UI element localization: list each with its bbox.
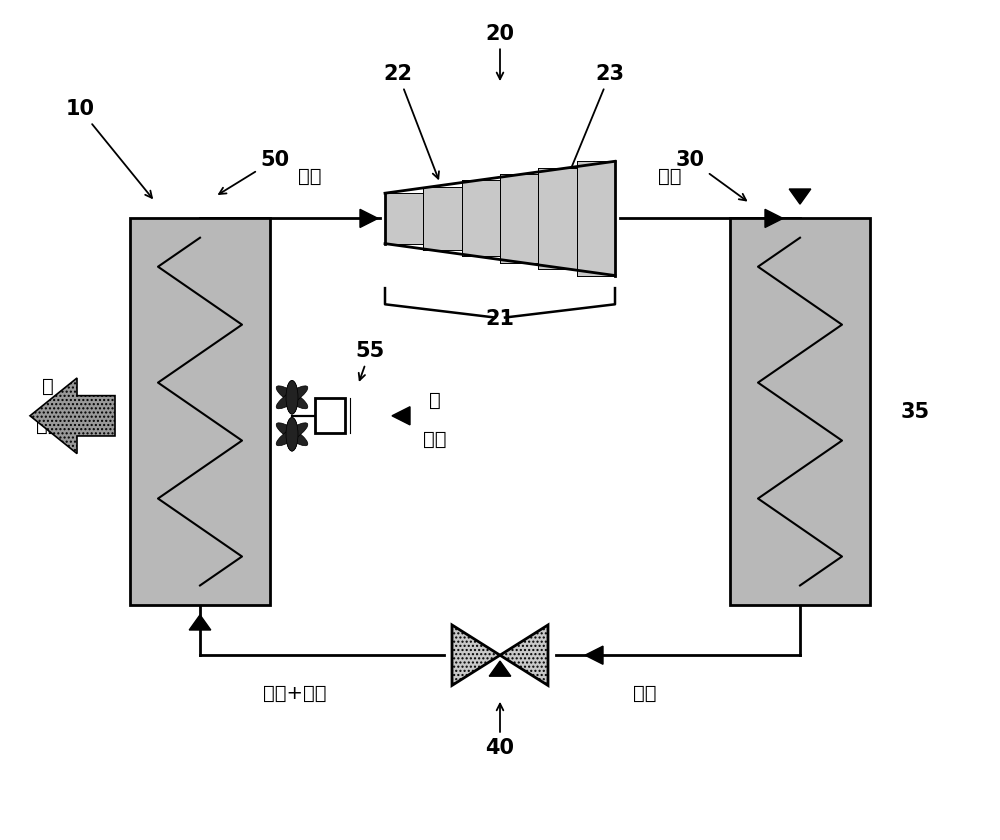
- Text: 40: 40: [486, 704, 514, 758]
- Bar: [577, 161, 615, 276]
- Polygon shape: [789, 189, 811, 204]
- Text: 空气: 空气: [423, 430, 447, 449]
- Ellipse shape: [286, 381, 298, 414]
- Text: 蔽气: 蔽气: [298, 167, 322, 186]
- Bar: [538, 168, 577, 269]
- Polygon shape: [30, 378, 115, 454]
- Bar: [462, 181, 500, 256]
- Bar: [538, 168, 577, 269]
- Polygon shape: [489, 661, 511, 676]
- Text: 热: 热: [429, 391, 441, 410]
- Ellipse shape: [276, 386, 308, 409]
- Text: 22: 22: [384, 64, 439, 179]
- Text: 蔽气: 蔽气: [658, 167, 682, 186]
- Text: 液体: 液体: [633, 684, 657, 702]
- Bar: [315, 398, 345, 433]
- Polygon shape: [360, 209, 378, 228]
- Text: 冷: 冷: [42, 377, 54, 396]
- Bar: [500, 174, 538, 263]
- Bar: [577, 161, 615, 276]
- Text: 50: 50: [219, 150, 290, 194]
- Ellipse shape: [276, 423, 308, 446]
- Polygon shape: [585, 646, 603, 664]
- Bar: [423, 186, 462, 250]
- Text: 21: 21: [486, 309, 514, 329]
- Bar: [500, 174, 538, 263]
- Text: 空气: 空气: [36, 417, 60, 435]
- Polygon shape: [500, 625, 548, 685]
- Ellipse shape: [286, 417, 298, 451]
- Bar: [385, 193, 423, 244]
- Ellipse shape: [276, 423, 308, 446]
- Bar: [462, 181, 500, 256]
- Ellipse shape: [286, 381, 298, 414]
- Text: 35: 35: [900, 402, 930, 422]
- Ellipse shape: [276, 386, 308, 409]
- Bar: [730, 218, 870, 605]
- Ellipse shape: [286, 417, 298, 451]
- Polygon shape: [765, 209, 783, 228]
- Text: 55: 55: [355, 341, 385, 381]
- Bar: [130, 218, 270, 605]
- Text: 液体+蔽气: 液体+蔽气: [263, 684, 327, 702]
- Polygon shape: [452, 625, 500, 685]
- Text: 20: 20: [486, 24, 514, 79]
- Text: 10: 10: [66, 99, 152, 198]
- Polygon shape: [189, 615, 211, 630]
- Text: 30: 30: [676, 150, 746, 201]
- Polygon shape: [392, 407, 410, 425]
- Text: 23: 23: [566, 64, 624, 179]
- Bar: [423, 186, 462, 250]
- Bar: [385, 193, 423, 244]
